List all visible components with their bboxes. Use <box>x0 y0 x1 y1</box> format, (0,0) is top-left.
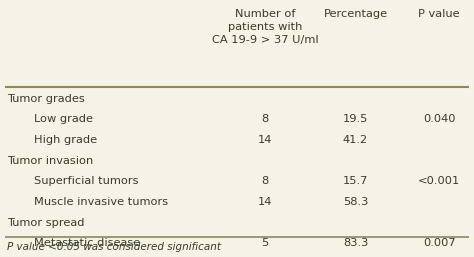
Text: Tumor grades: Tumor grades <box>7 94 85 104</box>
Text: 0.040: 0.040 <box>423 114 456 124</box>
Text: Metastatic disease: Metastatic disease <box>34 238 140 248</box>
Text: Number of
patients with
CA 19-9 > 37 U/ml: Number of patients with CA 19-9 > 37 U/m… <box>211 9 318 45</box>
Text: 0.007: 0.007 <box>423 238 456 248</box>
Text: 19.5: 19.5 <box>343 114 368 124</box>
Text: Percentage: Percentage <box>323 9 388 19</box>
Text: Muscle invasive tumors: Muscle invasive tumors <box>34 197 168 207</box>
Text: Tumor invasion: Tumor invasion <box>7 156 93 166</box>
Text: 8: 8 <box>261 114 268 124</box>
Text: Low grade: Low grade <box>34 114 93 124</box>
Text: High grade: High grade <box>34 135 97 145</box>
Text: P value: P value <box>418 9 460 19</box>
Text: 15.7: 15.7 <box>343 176 368 186</box>
Text: 83.3: 83.3 <box>343 238 368 248</box>
Text: 58.3: 58.3 <box>343 197 368 207</box>
Text: 5: 5 <box>261 238 268 248</box>
Text: Tumor spread: Tumor spread <box>7 218 84 228</box>
Text: 8: 8 <box>261 176 268 186</box>
Text: 14: 14 <box>258 197 272 207</box>
Text: Superficial tumors: Superficial tumors <box>34 176 138 186</box>
Text: 14: 14 <box>258 135 272 145</box>
Text: <0.001: <0.001 <box>418 176 460 186</box>
Text: 41.2: 41.2 <box>343 135 368 145</box>
Text: P value <0.05 was considered significant: P value <0.05 was considered significant <box>7 242 221 252</box>
